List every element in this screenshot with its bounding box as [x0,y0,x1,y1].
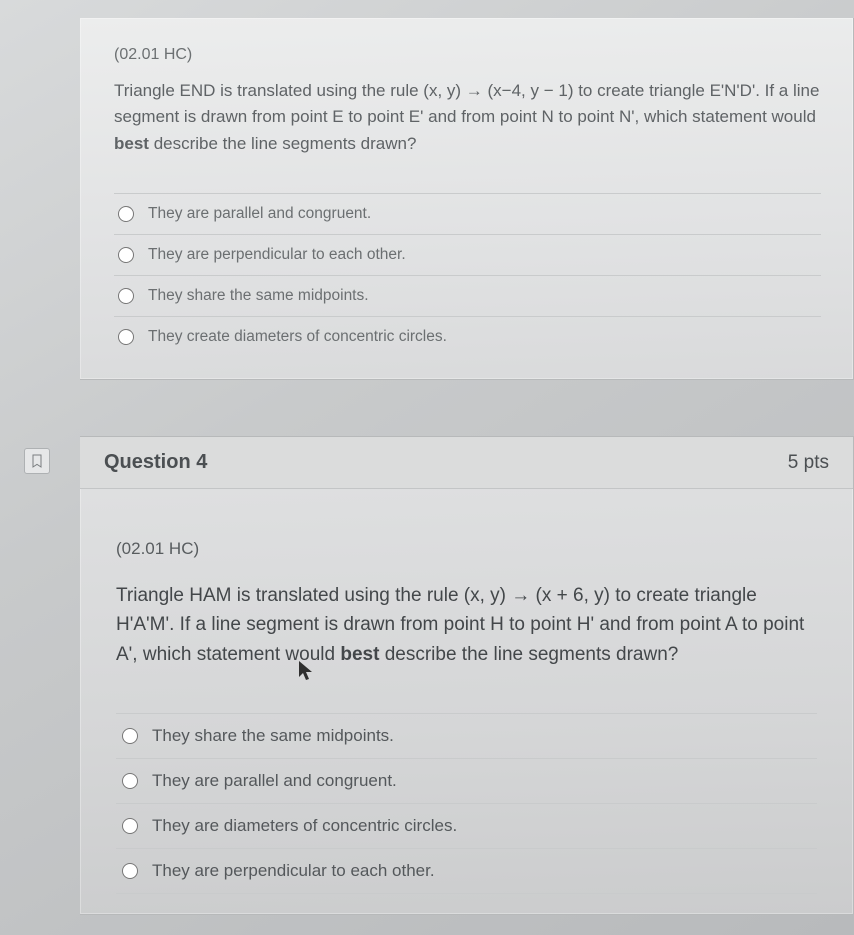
question-points: 5 pts [788,452,829,474]
question-4-options: They share the same midpoints. They are … [116,713,817,894]
question-3-code: (02.01 HC) [114,46,821,64]
question-title: Question 4 [104,451,207,474]
option-row[interactable]: They are parallel and congruent. [116,758,817,803]
option-label: They create diameters of concentric circ… [148,328,447,346]
option-row[interactable]: They share the same midpoints. [116,713,817,758]
question-4-stem: Triangle HAM is translated using the rul… [116,581,817,669]
option-row[interactable]: They are diameters of concentric circles… [116,803,817,848]
option-radio[interactable] [118,329,134,345]
question-4-header: Question 4 5 pts [80,437,853,489]
option-radio[interactable] [118,247,134,263]
option-label: They are parallel and congruent. [148,205,371,223]
option-row[interactable]: They are parallel and congruent. [114,193,821,234]
option-label: They share the same midpoints. [148,287,369,305]
option-radio[interactable] [118,288,134,304]
question-3-card: (02.01 HC) Triangle END is translated us… [80,18,854,380]
option-row[interactable]: They share the same midpoints. [114,275,821,316]
question-3-stem: Triangle END is translated using the rul… [114,78,821,157]
option-label: They are perpendicular to each other. [152,861,435,881]
option-radio[interactable] [122,863,138,879]
option-row[interactable]: They are perpendicular to each other. [116,848,817,894]
option-label: They are perpendicular to each other. [148,246,406,264]
bookmark-icon [29,453,45,469]
stem-bold: best [114,134,149,153]
option-row[interactable]: They are perpendicular to each other. [114,234,821,275]
stem-text: describe the line segments drawn? [149,134,416,153]
question-4-code: (02.01 HC) [116,539,817,559]
option-label: They are diameters of concentric circles… [152,816,457,836]
option-label: They share the same midpoints. [152,726,394,746]
stem-bold: best [340,644,379,665]
option-radio[interactable] [118,206,134,222]
option-radio[interactable] [122,773,138,789]
option-radio[interactable] [122,728,138,744]
stem-text: describe the line segments drawn? [379,644,678,665]
option-row[interactable]: They create diameters of concentric circ… [114,316,821,357]
stem-text: Triangle END is translated using the rul… [114,81,819,126]
option-radio[interactable] [122,818,138,834]
option-label: They are parallel and congruent. [152,771,397,791]
question-3-options: They are parallel and congruent. They ar… [114,193,821,357]
question-4-card: Question 4 5 pts (02.01 HC) Triangle HAM… [80,436,854,915]
flag-question-button[interactable] [24,448,50,474]
